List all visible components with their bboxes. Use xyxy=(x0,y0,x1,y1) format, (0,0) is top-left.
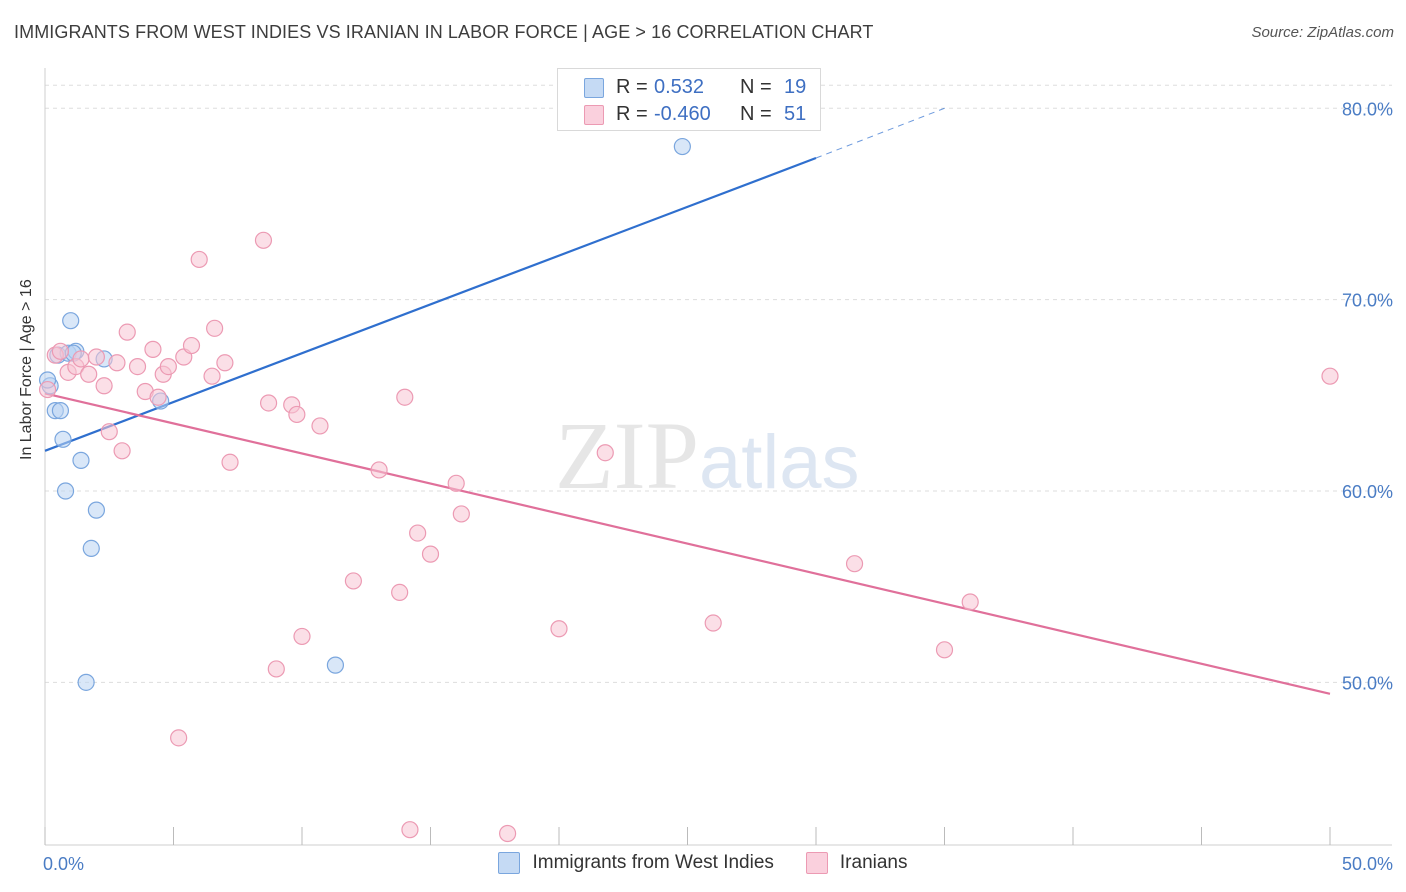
data-point-iranians xyxy=(87,348,106,366)
data-points xyxy=(38,137,1339,843)
data-point-iranians xyxy=(401,821,419,839)
data-point-iranians xyxy=(421,545,440,563)
legend-swatch-blue xyxy=(498,852,521,874)
data-point-iranians xyxy=(499,824,517,843)
data-point-west-indies xyxy=(82,539,100,557)
legend-swatch-pink xyxy=(805,852,828,874)
data-point-west-indies xyxy=(51,402,70,420)
watermark: ZIPatlas xyxy=(555,400,860,511)
data-point-iranians xyxy=(108,354,126,372)
grid-lines xyxy=(45,84,1392,683)
data-point-iranians xyxy=(293,627,311,646)
data-point-iranians xyxy=(344,572,362,590)
legend-r-value: -0.460 xyxy=(654,103,711,125)
data-point-west-indies xyxy=(72,451,90,469)
legend-swatch-blue xyxy=(584,77,604,98)
data-point-iranians xyxy=(80,365,98,383)
legend-swatch-pink xyxy=(584,104,604,125)
data-point-west-indies xyxy=(54,430,72,448)
trend-line-west-indies-extension xyxy=(815,107,945,159)
legend-n-label: N = xyxy=(740,103,772,125)
data-point-iranians xyxy=(149,388,167,406)
data-point-iranians xyxy=(144,340,162,358)
data-point-iranians xyxy=(51,342,70,360)
data-point-iranians xyxy=(190,250,208,269)
trend-line-west-indies xyxy=(44,156,817,452)
data-point-iranians xyxy=(206,319,224,337)
data-point-iranians xyxy=(935,641,954,659)
y-tick-label: 80.0% xyxy=(1342,99,1393,119)
data-point-iranians xyxy=(259,394,278,412)
legend-item-iranians[interactable]: Iranians xyxy=(805,852,908,874)
y-tick-label: 70.0% xyxy=(1342,291,1393,311)
data-point-iranians xyxy=(409,524,427,542)
data-point-iranians xyxy=(95,377,113,395)
series-legend: Immigrants from West Indies Iranians xyxy=(0,852,1406,874)
legend-item-west-indies[interactable]: Immigrants from West Indies xyxy=(498,852,774,874)
data-point-iranians xyxy=(961,593,979,611)
legend-row-iranians: R = -0.460 N = 51 xyxy=(584,103,806,126)
data-point-iranians xyxy=(370,461,388,479)
x-tick-label: 50.0% xyxy=(1342,854,1393,874)
data-point-west-indies xyxy=(326,656,345,674)
data-point-iranians xyxy=(72,350,90,368)
data-point-iranians xyxy=(550,620,568,638)
data-point-iranians xyxy=(159,358,177,376)
data-point-west-indies xyxy=(62,312,80,330)
data-point-iranians xyxy=(704,614,722,632)
chart-title: IMMIGRANTS FROM WEST INDIES VS IRANIAN I… xyxy=(14,22,874,42)
legend-r-label: R = xyxy=(616,103,648,125)
data-point-iranians xyxy=(216,354,234,372)
data-point-iranians xyxy=(447,474,465,492)
legend-r-label: R = xyxy=(616,76,648,98)
axes xyxy=(44,68,1392,846)
data-point-west-indies xyxy=(56,482,75,500)
x-tick-label: 0.0% xyxy=(43,854,84,874)
y-axis-label: In Labor Force | Age > 16 xyxy=(18,279,35,460)
data-point-iranians xyxy=(254,231,273,249)
legend-n-label: N = xyxy=(740,76,772,98)
trend-line-iranians xyxy=(44,392,1331,695)
y-tick-label: 50.0% xyxy=(1342,673,1393,693)
trend-lines xyxy=(44,107,1331,695)
data-point-iranians xyxy=(845,555,864,573)
data-point-iranians xyxy=(221,453,239,471)
legend-n-value: 51 xyxy=(784,103,807,125)
data-point-west-indies xyxy=(77,673,95,691)
legend-label-west-indies: Immigrants from West Indies xyxy=(532,852,774,873)
data-point-iranians xyxy=(100,423,118,441)
data-point-iranians xyxy=(1321,367,1339,385)
source-label: Source: ZipAtlas.com xyxy=(1251,24,1394,41)
data-point-iranians xyxy=(267,660,285,678)
data-point-iranians xyxy=(170,729,188,747)
data-point-iranians xyxy=(113,442,131,460)
legend-n-value: 19 xyxy=(784,76,807,98)
legend-label-iranians: Iranians xyxy=(839,852,908,873)
data-point-west-indies xyxy=(673,137,691,156)
data-point-iranians xyxy=(452,505,470,523)
data-point-iranians xyxy=(203,367,221,385)
data-point-iranians xyxy=(128,358,147,376)
data-point-west-indies xyxy=(87,501,106,519)
data-point-iranians xyxy=(311,417,329,435)
data-point-iranians xyxy=(391,583,409,602)
y-tick-label: 60.0% xyxy=(1342,482,1393,502)
data-point-iranians xyxy=(182,336,201,355)
data-point-iranians xyxy=(396,388,414,406)
legend-row-west-indies: R = 0.532 N = 19 xyxy=(584,76,806,99)
data-point-iranians xyxy=(596,444,614,462)
data-point-iranians xyxy=(38,380,57,399)
tick-labels: 50.0% 60.0% 70.0% 80.0% 0.0% 50.0% xyxy=(43,99,1393,874)
data-point-iranians xyxy=(288,405,306,424)
data-point-iranians xyxy=(118,323,136,341)
watermark-zip: ZIP xyxy=(555,402,699,509)
correlation-legend: R = 0.532 N = 19 R = -0.460 N = 51 xyxy=(557,68,821,131)
legend-r-value: 0.532 xyxy=(654,76,705,98)
